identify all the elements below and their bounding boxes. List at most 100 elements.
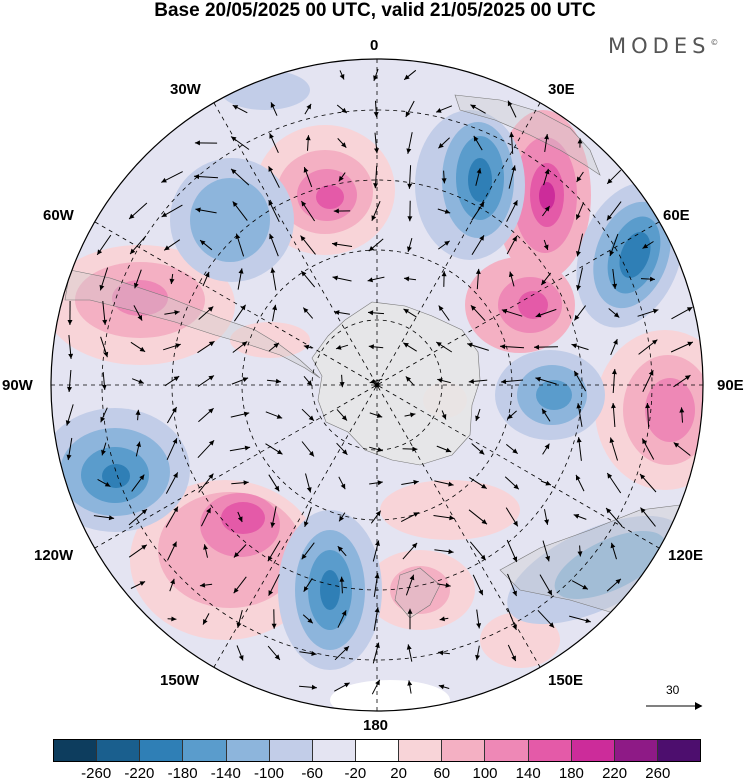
wind-vector-head <box>479 201 485 208</box>
wind-vector-head <box>544 206 550 212</box>
wind-vector-head <box>101 384 107 390</box>
wind-vector-head <box>542 408 547 415</box>
lon-label-30e: 30E <box>548 81 575 98</box>
colorbar-segment <box>225 740 269 761</box>
wind-vector-head <box>301 553 307 560</box>
wind-vector-head <box>507 413 513 420</box>
wind-vector-head <box>66 454 72 460</box>
wind-vector-head <box>404 276 410 282</box>
wind-vector-head <box>513 520 518 527</box>
wind-vector-head <box>271 623 277 629</box>
wind-vector-head <box>270 522 276 528</box>
wind-vector-head <box>200 240 206 246</box>
wind-vector-head <box>476 623 482 629</box>
wind-vector-head <box>301 201 307 207</box>
wind-vector-head <box>576 285 581 291</box>
wind-vector-head <box>507 100 513 107</box>
colorbar-segment <box>311 740 355 761</box>
lon-label-120e: 120E <box>668 547 704 564</box>
colorbar-segment <box>613 740 657 761</box>
wind-vector-head <box>341 142 347 148</box>
wind-vector-head <box>203 544 208 550</box>
wind-vector-head <box>534 344 540 350</box>
wind-vector-head <box>161 212 168 217</box>
wind-vector-head <box>303 521 309 527</box>
wind-vector-head <box>577 551 583 557</box>
wind-vector-head <box>368 310 374 316</box>
wind-vector-head <box>136 441 141 447</box>
wind-vector-head <box>303 586 309 592</box>
wind-vector-head <box>208 440 215 446</box>
wind-vector-head <box>300 235 306 242</box>
wind-vector-head <box>585 618 591 623</box>
wind-vector-head <box>269 233 274 240</box>
anomaly-fill <box>536 380 572 410</box>
colorbar-tick-label: -180 <box>167 765 198 782</box>
wind-vector-head <box>97 249 103 255</box>
wind-vector-head <box>277 449 283 455</box>
wind-vector-head <box>547 589 552 596</box>
wind-vector-head <box>194 174 200 180</box>
wind-vector-head <box>577 138 583 144</box>
wind-vector-head <box>376 413 383 418</box>
wind-vector-head <box>340 483 346 490</box>
wind-vector-head <box>468 378 474 384</box>
wind-vector-head <box>470 305 477 311</box>
lon-label-150e: 150E <box>548 672 584 689</box>
wind-vector-head <box>241 341 248 347</box>
wind-vector-head <box>371 215 377 221</box>
anomaly-fill <box>220 70 310 110</box>
wind-vector-head <box>413 479 419 485</box>
lon-label-90e: 90E <box>717 377 744 394</box>
wind-vector-head <box>301 270 307 277</box>
wind-vector-head <box>374 148 379 154</box>
wind-vector-head <box>171 407 177 413</box>
anomaly-fill <box>230 322 310 358</box>
wind-vector-head <box>339 515 344 522</box>
wind-vector-head <box>303 307 309 313</box>
wind-vector-head <box>276 414 283 419</box>
colorbar-segment <box>527 740 571 761</box>
wind-vector-head <box>311 684 317 690</box>
wind-vector-head <box>306 380 312 386</box>
wind-vector-head <box>412 446 418 452</box>
colorbar-tick-label: -140 <box>210 765 241 782</box>
wind-vector-head <box>373 183 379 189</box>
map-title: Base 20/05/2025 00 UTC, valid 21/05/2025… <box>154 0 596 21</box>
wind-vector-head <box>544 443 550 450</box>
colorbar-tick-label: 100 <box>472 765 498 782</box>
wind-vector-head <box>141 509 147 515</box>
reference-vector-label: 30 <box>666 683 680 697</box>
wind-vector-head <box>576 251 581 257</box>
wind-vector-head <box>308 415 314 421</box>
wind-vector-head <box>374 607 380 613</box>
wind-vector-head <box>615 578 621 585</box>
wind-vector-head <box>652 339 658 345</box>
new-zealand-outline <box>394 567 441 619</box>
wind-vector-head <box>337 546 343 552</box>
wind-vector-head <box>232 201 238 207</box>
wind-vector-head <box>305 135 311 141</box>
wind-vector-head <box>410 412 416 418</box>
wind-vector-head <box>648 370 654 376</box>
wind-vector-head <box>332 275 338 281</box>
wind-vector-head <box>612 283 618 289</box>
colorbar <box>53 739 701 762</box>
wind-vector-head <box>652 308 659 314</box>
wind-vector-head <box>642 438 647 444</box>
colorbar-tick-label: -100 <box>253 765 285 782</box>
wind-vector-head <box>233 587 239 594</box>
colorbar-segment <box>182 740 226 761</box>
wind-vector-head <box>332 241 338 247</box>
wind-vector-head <box>207 306 214 312</box>
wind-vector-head <box>161 177 167 183</box>
wind-vector-head <box>377 447 383 452</box>
wind-vector-head <box>139 474 145 481</box>
colorbar-ticks: -260 -220 -180 -140 -100 -60 -20 20 60 100 140 180 2… <box>0 763 750 783</box>
anomaly-fill <box>619 231 651 279</box>
wind-vector-head <box>273 342 279 348</box>
wind-vector-head <box>441 271 447 277</box>
wind-vector-head <box>175 343 181 349</box>
wind-vector-head <box>406 148 412 154</box>
wind-vector-head <box>208 375 214 381</box>
